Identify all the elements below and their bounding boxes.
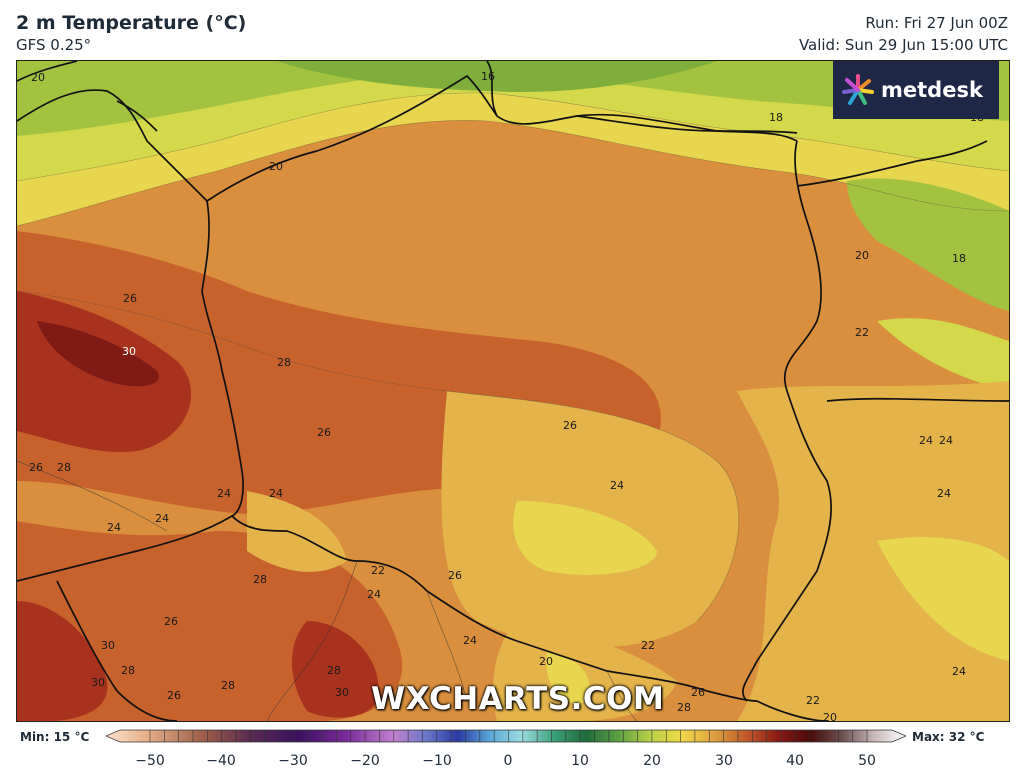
label-28: 26 <box>123 292 137 305</box>
label-28: 28 <box>221 679 235 692</box>
borders <box>17 61 1009 721</box>
tick-label: −20 <box>350 753 380 769</box>
label-24: 24 <box>939 434 953 447</box>
label-26: 26 <box>29 461 43 474</box>
tick-label: −50 <box>135 753 165 769</box>
label-26: 26 <box>167 689 181 702</box>
band-18 <box>17 61 1009 136</box>
label-22: 22 <box>806 694 820 707</box>
label-24: 24 <box>919 434 933 447</box>
label-24: 24 <box>155 512 169 525</box>
colorbar-tick-labels: −50 −40 −30 −20 −10 0 10 20 30 40 50 <box>135 753 876 769</box>
label-28: 28 <box>677 701 691 714</box>
temperature-map: 16 18 18 18 20 20 20 22 22 22 22 24 24 2… <box>16 60 1010 722</box>
tick-label: −10 <box>422 753 452 769</box>
band-32-west <box>37 321 159 387</box>
tick-label: 40 <box>786 753 804 769</box>
label-26: 26 <box>563 419 577 432</box>
label-30: 30 <box>91 676 105 689</box>
band-30-sw <box>17 601 108 721</box>
map-canvas: 16 18 18 18 20 20 20 22 22 22 22 24 24 2… <box>17 61 1009 721</box>
label-26: 26 <box>448 569 462 582</box>
label-20: 20 <box>823 711 837 721</box>
label-22: 22 <box>855 326 869 339</box>
label-26: 26 <box>164 615 178 628</box>
tick-label: 10 <box>571 753 589 769</box>
model-label: GFS 0.25° <box>16 36 92 54</box>
band-30-south <box>292 621 379 718</box>
label-30: 30 <box>335 686 349 699</box>
tick-label: 50 <box>858 753 876 769</box>
label-26: 26 <box>691 686 705 699</box>
tick-label: 0 <box>504 753 513 769</box>
label-22: 22 <box>371 564 385 577</box>
label-26: 26 <box>317 426 331 439</box>
label-20: 20 <box>31 71 45 84</box>
metdesk-logo-text: metdesk <box>881 78 983 102</box>
chart-title: 2 m Temperature (°C) <box>16 12 247 34</box>
label-24: 24 <box>367 588 381 601</box>
colorbar-max-label: Max: 32 °C <box>912 730 985 744</box>
label-24: 24 <box>107 521 121 534</box>
tick-label: −30 <box>278 753 308 769</box>
band-22-tatra <box>546 651 590 704</box>
metdesk-logo: metdesk <box>833 61 999 119</box>
label-18: 18 <box>769 111 783 124</box>
label-24: 24 <box>269 487 283 500</box>
tick-label: 20 <box>643 753 661 769</box>
band-16 <box>277 61 717 92</box>
label-24: 24 <box>610 479 624 492</box>
label-30: 30 <box>122 345 136 358</box>
band-24-border <box>247 491 347 572</box>
band-18-east <box>847 178 1009 311</box>
band-24-south <box>493 621 677 721</box>
metdesk-logo-icon <box>842 74 874 105</box>
tick-label: −40 <box>206 753 236 769</box>
label-18: 18 <box>952 252 966 265</box>
watermark: WXCHARTS.COM <box>371 681 665 717</box>
isotherms <box>17 92 1009 622</box>
label-28: 28 <box>277 356 291 369</box>
label-24: 24 <box>952 665 966 678</box>
colorbar-ramp <box>106 729 906 743</box>
label-24: 24 <box>937 487 951 500</box>
contour-labels: 16 18 18 18 20 20 20 22 22 22 22 24 24 2… <box>29 70 984 721</box>
label-20: 20 <box>539 655 553 668</box>
colorbar-min-label: Min: 15 °C <box>20 730 90 744</box>
label-24: 24 <box>463 634 477 647</box>
valid-label: Valid: Sun 29 Jun 15:00 UTC <box>798 36 1008 54</box>
band-22-central <box>513 501 657 575</box>
band-20-east <box>877 318 1009 391</box>
tick-label: 30 <box>715 753 733 769</box>
run-label: Run: Fri 27 Jun 00Z <box>865 14 1008 32</box>
label-22: 22 <box>641 639 655 652</box>
colorbar: −50 −40 −30 −20 −10 0 10 20 30 40 50 <box>106 729 906 769</box>
label-24: 24 <box>217 487 231 500</box>
label-28: 28 <box>121 664 135 677</box>
colorbar-ticks <box>149 730 868 742</box>
band-22-se <box>877 537 1009 661</box>
band-24-east <box>737 381 1009 721</box>
label-20: 20 <box>269 160 283 173</box>
label-16: 16 <box>481 70 495 83</box>
label-28: 28 <box>253 573 267 586</box>
regional-borders <box>17 460 638 721</box>
label-28: 28 <box>57 461 71 474</box>
label-28: 28 <box>327 664 341 677</box>
label-30: 30 <box>101 639 115 652</box>
label-20: 20 <box>855 249 869 262</box>
